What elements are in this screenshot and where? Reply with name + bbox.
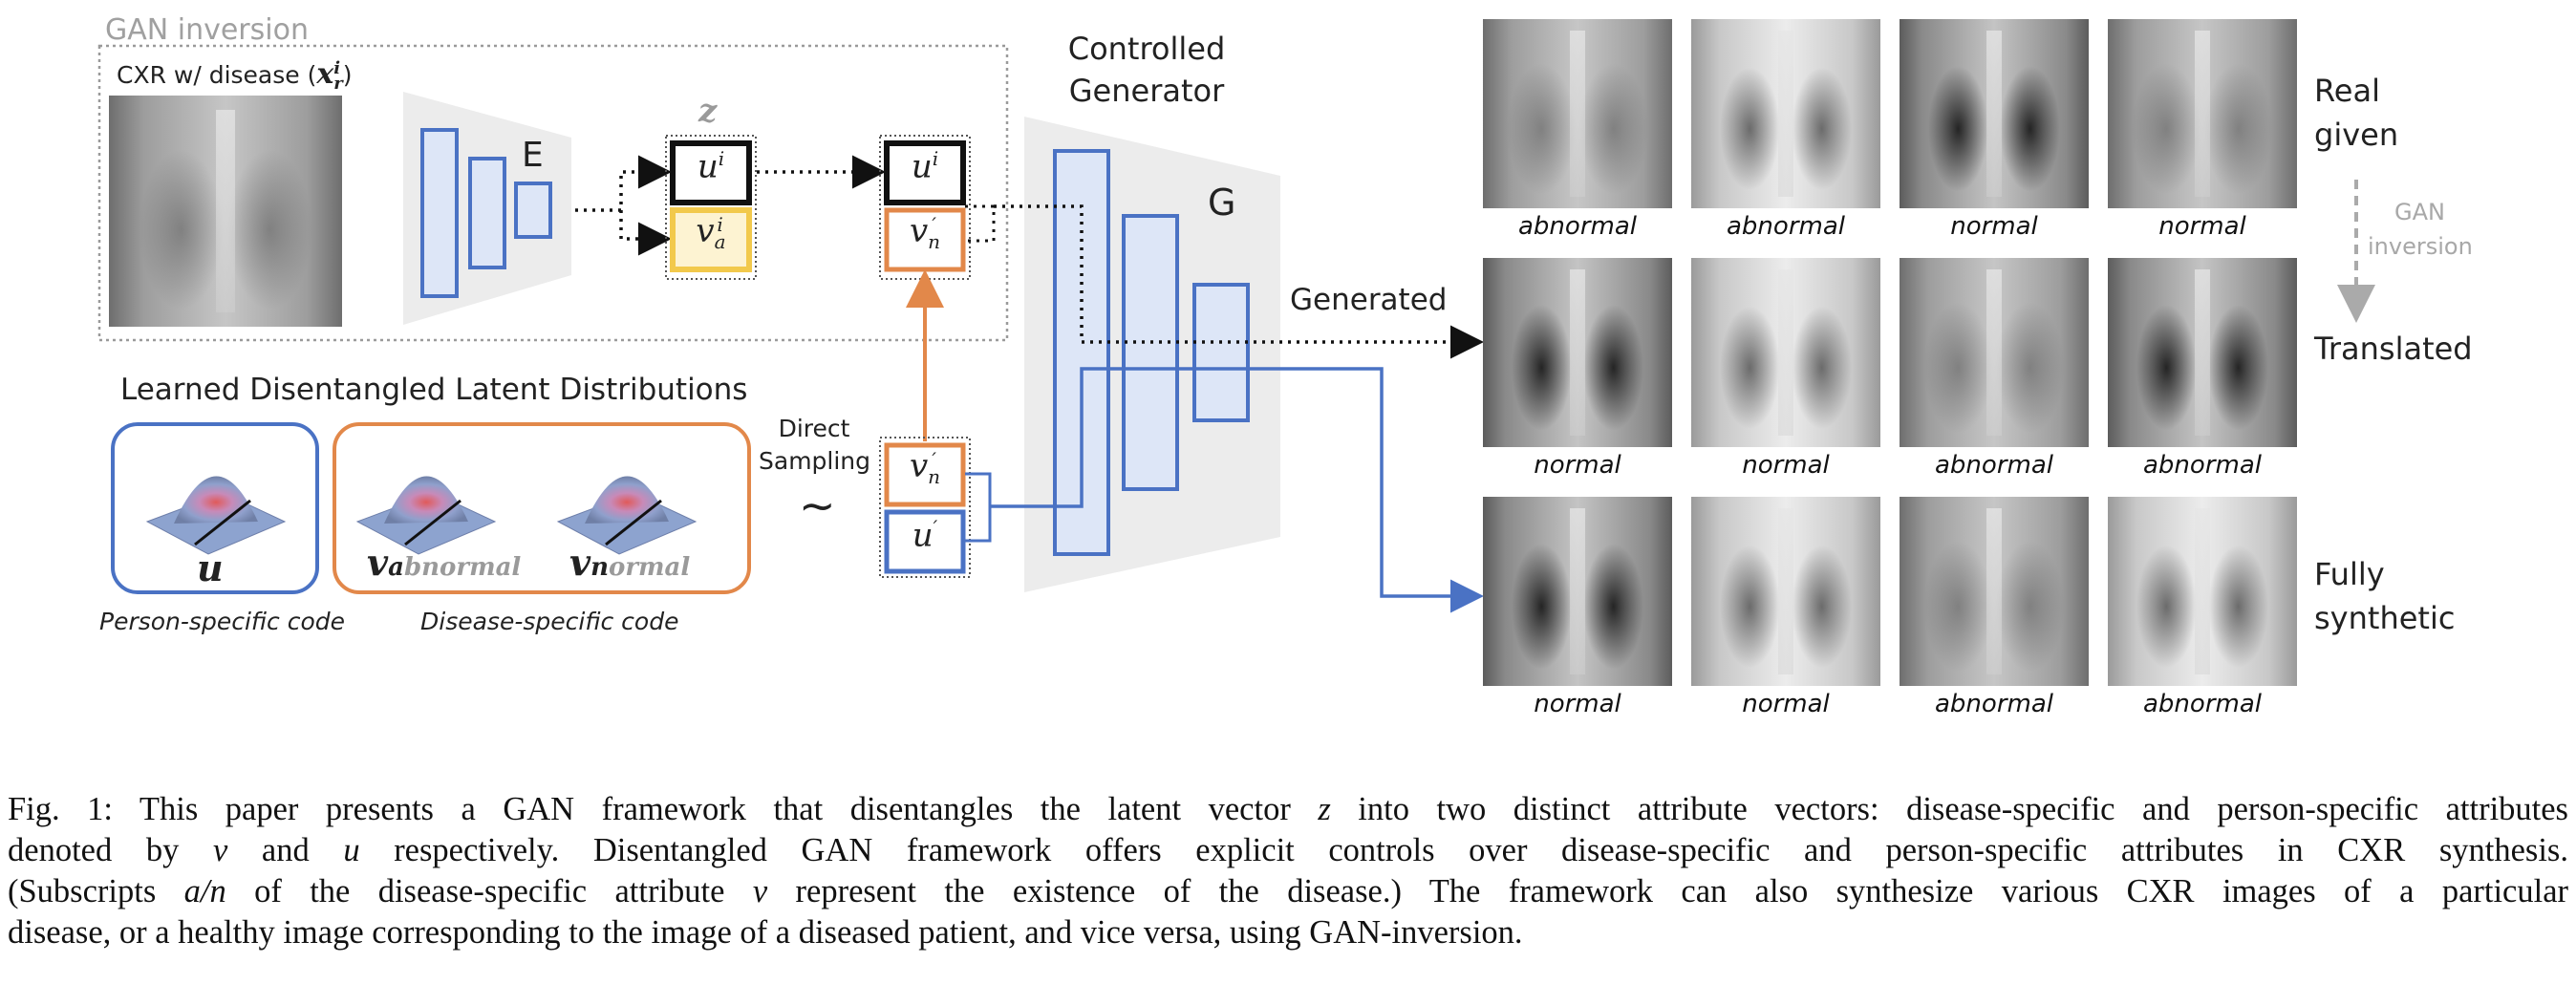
generator-label: G bbox=[1208, 182, 1236, 224]
v-normal-distribution-plot bbox=[556, 476, 698, 555]
label-real-2: abnormal bbox=[1727, 212, 1845, 241]
row-label-real: Real bbox=[2314, 73, 2380, 109]
u-symbol: u bbox=[197, 546, 224, 589]
sampled-bracket bbox=[965, 472, 992, 543]
encoder-layer-1 bbox=[420, 128, 459, 298]
cxr-synthetic-1 bbox=[1483, 497, 1672, 686]
caption-line-1: Fig. 1: This paper presents a GAN framew… bbox=[8, 791, 2568, 827]
cxr-synthetic-2 bbox=[1691, 497, 1880, 686]
synthetic-arrow bbox=[990, 367, 1484, 613]
gan-inversion-label: GAN inversion bbox=[105, 13, 309, 47]
row-label-given: given bbox=[2314, 117, 2399, 153]
generator-layer-1 bbox=[1053, 149, 1110, 556]
z-label: z bbox=[698, 92, 718, 130]
u-i-out-symbol: ui bbox=[911, 147, 939, 186]
label-translated-3: abnormal bbox=[1935, 451, 2053, 480]
generated-label: Generated bbox=[1290, 283, 1448, 317]
latent-dist-title: Learned Disentangled Latent Distribution… bbox=[120, 373, 748, 407]
cxr-real-1 bbox=[1483, 19, 1672, 208]
label-translated-2: normal bbox=[1742, 451, 1830, 480]
figure-1: GAN inversion CXR w/ disease (x i r) E z u… bbox=[97, 13, 2473, 718]
gan-inversion-box bbox=[97, 44, 1009, 342]
v-n-prime-sampled-symbol: v ′ n bbox=[909, 447, 941, 488]
cxr-translated-1 bbox=[1483, 258, 1672, 447]
gan-inversion-arrow-label-2: inversion bbox=[2368, 233, 2473, 260]
row-label-translated: Translated bbox=[2314, 331, 2473, 367]
cxr-real-4 bbox=[2108, 19, 2297, 208]
cxr-synthetic-3 bbox=[1900, 497, 2089, 686]
disease-code-label: Disease-specific code bbox=[420, 608, 679, 635]
caption-line-3: (Subscripts a/n of the disease-specific … bbox=[8, 873, 2569, 909]
label-translated-1: normal bbox=[1534, 451, 1621, 480]
cxr-translated-4 bbox=[2108, 258, 2297, 447]
cxr-translated-2 bbox=[1691, 258, 1880, 447]
generator-title-2: Generator bbox=[1068, 73, 1225, 109]
row-label-fully: Fully bbox=[2314, 556, 2385, 592]
cxr-real-3 bbox=[1900, 19, 2089, 208]
generator-title-1: Controlled bbox=[1067, 31, 1226, 67]
generator-layer-3 bbox=[1192, 283, 1250, 422]
row-label-synthetic: synthetic bbox=[2314, 600, 2456, 636]
v-a-i-box bbox=[670, 207, 752, 272]
label-synthetic-3: abnormal bbox=[1935, 690, 2053, 718]
encoder-layer-2 bbox=[468, 157, 506, 269]
u-distribution-plot bbox=[145, 476, 287, 555]
label-synthetic-2: normal bbox=[1742, 690, 1830, 718]
architecture-diagram bbox=[97, 44, 2375, 613]
person-code-label: Person-specific code bbox=[99, 608, 346, 635]
latent-to-translated-arrow bbox=[965, 204, 996, 243]
cxr-synthetic-4 bbox=[2108, 497, 2297, 686]
gan-inversion-arrow-label-1: GAN bbox=[2394, 199, 2445, 225]
v-abnormal-symbol: vabnormal bbox=[367, 541, 522, 584]
v-n-prime-sampled-box bbox=[884, 442, 966, 507]
label-real-1: abnormal bbox=[1518, 212, 1637, 241]
input-label: CXR w/ disease (x i r) bbox=[117, 57, 353, 94]
sampled-vector-outline bbox=[879, 437, 971, 578]
v-abnormal-distribution-plot bbox=[355, 476, 497, 555]
direct-sampling-label-2: Sampling bbox=[759, 447, 871, 475]
figure-caption: Fig. 1: This paper presents a GAN framew… bbox=[8, 789, 2568, 953]
v-n-prime-symbol: v ′ n bbox=[909, 212, 941, 253]
label-synthetic-1: normal bbox=[1534, 690, 1621, 718]
cxr-translated-3 bbox=[1900, 258, 2089, 447]
u-i-symbol: ui bbox=[697, 147, 725, 186]
v-normal-symbol: vnormal bbox=[569, 541, 691, 584]
generator-layer-2 bbox=[1122, 214, 1179, 491]
generated-arrow bbox=[994, 204, 1484, 359]
direct-sampling-label-1: Direct bbox=[778, 415, 850, 442]
encoder-layer-3 bbox=[514, 182, 552, 239]
u-prime-box bbox=[884, 509, 966, 574]
u-prime-symbol: u′ bbox=[912, 516, 938, 555]
label-real-3: normal bbox=[1950, 212, 2038, 241]
caption-line-4: disease, or a healthy image correspondin… bbox=[8, 914, 1523, 951]
u-i-box bbox=[670, 140, 752, 205]
encoder-label: E bbox=[522, 136, 544, 175]
input-cxr-image bbox=[109, 96, 342, 327]
label-translated-4: abnormal bbox=[2143, 451, 2262, 480]
cxr-real-2 bbox=[1691, 19, 1880, 208]
z-vector-outline bbox=[665, 135, 757, 280]
caption-line-2: denoted by v and u respectively. Disenta… bbox=[8, 832, 2568, 868]
disease-code-box bbox=[333, 422, 751, 594]
encoder-to-v-arrow bbox=[619, 210, 672, 256]
label-real-4: normal bbox=[2158, 212, 2246, 241]
u-i-out-box bbox=[884, 140, 966, 205]
label-synthetic-4: abnormal bbox=[2143, 690, 2262, 718]
encoder-to-u-arrow bbox=[575, 155, 672, 212]
tilde-symbol: ~ bbox=[799, 480, 836, 531]
